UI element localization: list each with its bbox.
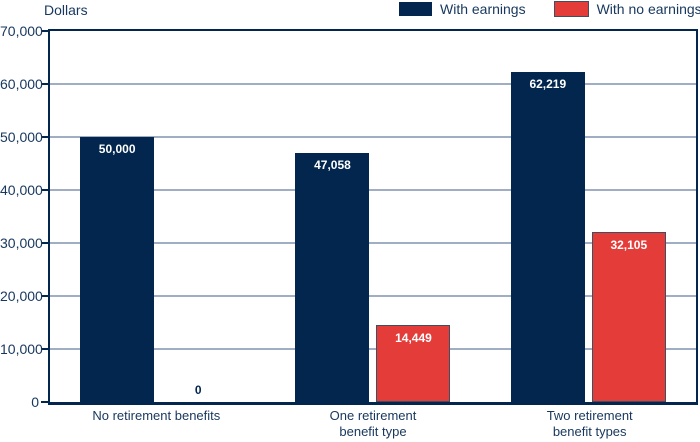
bar-with-earnings-one-retirement-benefit-type: 47,058: [295, 153, 370, 402]
legend-swatch-with-no-earnings: [553, 1, 589, 17]
legend-item-with-no-earnings: With no earnings: [553, 1, 700, 17]
bar-group-two-retirement-benefit-types: 62,219 32,105: [481, 31, 696, 402]
legend-item-with-earnings: With earnings: [399, 1, 526, 17]
y-tick: [41, 83, 48, 85]
bar-value-label: 62,219: [529, 77, 567, 91]
y-tick-label: 0: [31, 394, 39, 410]
grid-line: [50, 295, 696, 297]
grid-line: [50, 136, 696, 138]
y-tick-label: 30,000: [0, 235, 43, 251]
y-tick: [41, 401, 48, 403]
grid-line: [50, 348, 696, 350]
x-category-label-one-retirement-benefit-type: One retirement benefit type: [329, 408, 417, 439]
bar-value-label: 47,058: [314, 158, 351, 172]
bar-with-no-earnings-one-retirement-benefit-type: 14,449: [376, 325, 451, 402]
plot-area: 50,000 0 47,058 14,449 62,219 32,105: [48, 29, 698, 405]
x-category-label-no-retirement-benefits: No retirement benefits: [92, 408, 221, 423]
y-tick-label: 50,000: [0, 129, 43, 145]
grid-line: [50, 242, 696, 244]
x-category-label-two-retirement-benefit-types: Two retirement benefit types: [546, 408, 633, 439]
bar-with-earnings-two-retirement-benefit-types: 62,219: [510, 72, 585, 402]
y-tick: [41, 136, 48, 138]
y-tick: [41, 348, 48, 350]
y-tick: [41, 295, 48, 297]
y-tick-label: 20,000: [0, 288, 43, 304]
y-tick-label: 10,000: [0, 341, 43, 357]
bar-value-label: 0: [194, 383, 202, 397]
legend-swatch-with-earnings: [399, 2, 432, 16]
legend-label-with-earnings: With earnings: [440, 1, 526, 17]
y-tick: [41, 30, 48, 32]
bar-group-no-retirement-benefits: 50,000 0: [50, 31, 265, 402]
y-tick: [41, 189, 48, 191]
legend: With earnings With no earnings: [399, 1, 700, 17]
bar-value-label: 32,105: [610, 238, 648, 252]
bar-value-label: 14,449: [395, 331, 432, 345]
y-tick: [41, 242, 48, 244]
grid-line: [50, 83, 696, 85]
y-tick-label: 40,000: [0, 182, 43, 198]
legend-label-with-no-earnings: With no earnings: [596, 1, 700, 17]
bars: 50,000 0 47,058 14,449 62,219 32,105: [50, 31, 696, 402]
x-axis-labels: No retirement benefits One retirement ben…: [48, 408, 698, 440]
y-axis-title: Dollars: [44, 2, 88, 18]
bar-with-earnings-no-retirement-benefits: 50,000: [80, 137, 155, 402]
bar-group-one-retirement-benefit-type: 47,058 14,449: [265, 31, 480, 402]
bar-value-label: 50,000: [98, 142, 136, 156]
y-tick-label: 70,000: [0, 23, 43, 39]
grid-line: [50, 189, 696, 191]
bar-with-no-earnings-two-retirement-benefit-types: 32,105: [591, 232, 666, 402]
y-tick-label: 60,000: [0, 76, 43, 92]
